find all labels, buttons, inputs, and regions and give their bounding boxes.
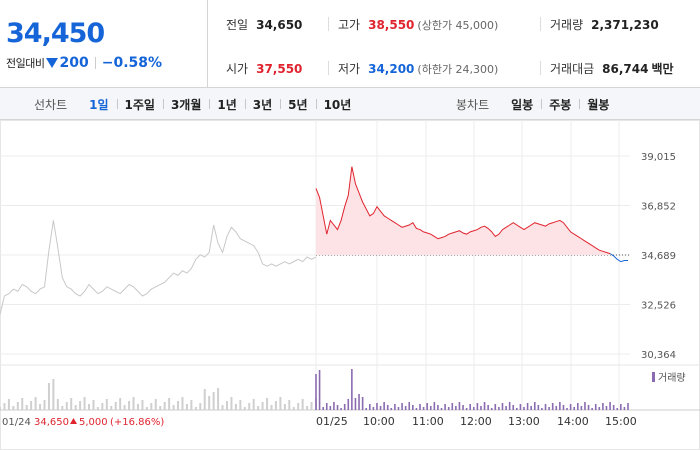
divider [328, 61, 329, 75]
divider [540, 61, 541, 75]
high-label: 고가 [338, 18, 361, 32]
stock-summary-panel: 34,450 전일대비 200 −0.58% 전일 34,650 고가 38,5… [0, 0, 700, 88]
trade-value-label: 거래대금 [550, 62, 595, 76]
low-value: 34,200 [368, 62, 415, 76]
high-value: 38,550 [368, 18, 415, 32]
today-up-area [316, 166, 628, 256]
line-chart-tabs: 선차트 1일 1주일 3개월 1년 3년 5년 10년 [34, 88, 359, 120]
y-tick-label: 36,852 [641, 202, 676, 213]
y-tick-label: 39,015 [641, 152, 676, 163]
open-value: 37,550 [256, 62, 303, 76]
today-series-down [609, 253, 628, 263]
x-tick-label: 13:00 [508, 415, 540, 428]
volume-label: 거래량 [550, 18, 584, 32]
line-chart-label: 선차트 [34, 97, 68, 112]
tab-candle-0[interactable]: 일봉 [511, 97, 534, 112]
tab-line-4[interactable]: 3년 [244, 96, 280, 113]
chart-tab-bar: 선차트 1일 1주일 3개월 1년 3년 5년 10년 봉차트 일봉 주봉 월봉 [0, 88, 700, 120]
tab-line-2[interactable]: 3개월 [162, 96, 209, 113]
current-price: 34,450 [6, 18, 105, 49]
prev-close-annotation: 34,650 [34, 417, 69, 428]
x-tick-label: 14:00 [557, 415, 589, 428]
candle-chart-label: 봉차트 [456, 97, 490, 112]
prev-day-series [0, 220, 317, 315]
price-chart: 39,015 36,852 34,689 32,526 30,364 거래량 01/25 10… [0, 120, 700, 450]
change-rate: −0.58% [101, 55, 163, 71]
change-line: 전일대비 200 −0.58% [6, 55, 162, 71]
y-tick-label: 34,689 [641, 251, 676, 262]
divider [328, 17, 329, 31]
tab-line-5[interactable]: 5년 [280, 96, 315, 113]
trade-value-stat: 거래대금 86,744 백만 [550, 60, 674, 77]
open-label: 시가 [226, 62, 249, 76]
x-tick-label: 11:00 [412, 415, 444, 428]
tab-line-6[interactable]: 10년 [315, 96, 360, 113]
tab-line-1[interactable]: 1주일 [116, 96, 163, 113]
divider [540, 17, 541, 31]
x-tick-label: 12:00 [460, 415, 492, 428]
down-arrow-icon [46, 58, 59, 68]
volume-legend-label: 거래량 [658, 372, 686, 384]
chart-frame [0, 120, 700, 450]
tab-candle-2[interactable]: 월봉 [579, 96, 617, 113]
x-tick-label: 15:00 [605, 415, 637, 428]
change-label: 전일대비 [6, 57, 45, 70]
high-stat: 고가 38,550 (상한가 45,000) [338, 16, 498, 33]
volume-legend-swatch [652, 372, 655, 382]
x-tick-label: 01/25 [316, 415, 348, 428]
y-tick-label: 32,526 [641, 301, 676, 312]
tab-line-3[interactable]: 1년 [209, 96, 244, 113]
candle-chart-tabs: 봉차트 일봉 주봉 월봉 [456, 88, 617, 120]
prev-change-annotation: 5,000 [79, 417, 108, 428]
upper-limit: (상한가 45,000) [417, 19, 499, 32]
prev-close-label: 전일 [226, 18, 249, 32]
prev-close-value: 34,650 [256, 18, 303, 32]
open-stat: 시가 37,550 [226, 60, 302, 77]
prev-rate-annotation: (+16.86%) [110, 417, 164, 428]
low-label: 저가 [338, 62, 361, 76]
today-series-up [315, 166, 611, 255]
tab-candle-1[interactable]: 주봉 [541, 96, 579, 113]
current-price-box: 34,450 전일대비 200 −0.58% [0, 0, 208, 88]
trade-value: 86,744 [602, 62, 649, 76]
price-chart-svg: 39,015 36,852 34,689 32,526 30,364 거래량 01/25 10… [0, 120, 700, 450]
volume-value: 2,371,230 [591, 18, 659, 32]
x-tick-label: 10:00 [363, 415, 395, 428]
prev-close-stat: 전일 34,650 [226, 16, 302, 33]
low-stat: 저가 34,200 (하한가 24,300) [338, 60, 498, 77]
tab-line-0[interactable]: 1일 [89, 97, 109, 112]
divider [94, 57, 96, 69]
trade-value-unit: 백만 [651, 62, 674, 76]
up-arrow-icon [70, 418, 77, 424]
x-tick-label: 01/24 [2, 417, 31, 428]
y-tick-label: 30,364 [641, 350, 676, 361]
change-amount: 200 [59, 55, 89, 71]
lower-limit: (하한가 24,300) [417, 63, 499, 76]
volume-stat: 거래량 2,371,230 [550, 16, 659, 33]
